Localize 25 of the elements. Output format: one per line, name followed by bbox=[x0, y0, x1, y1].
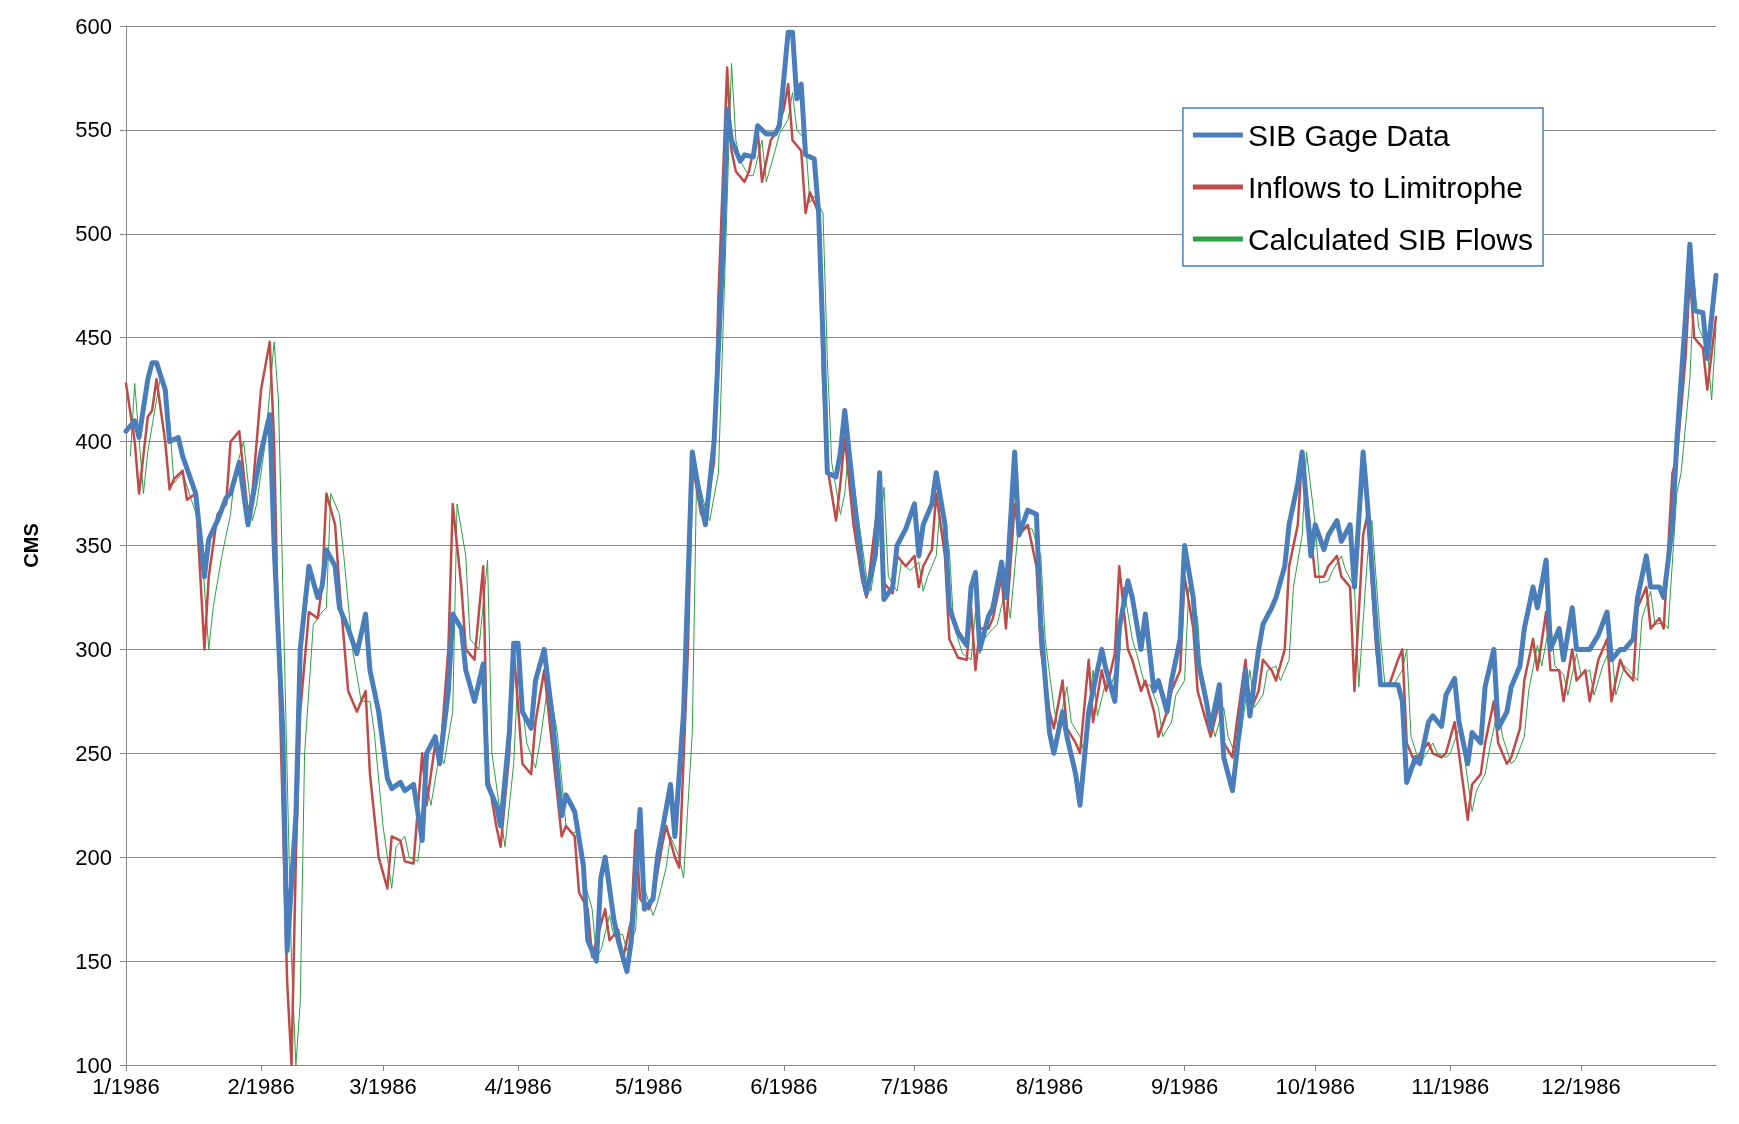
legend-label: Inflows to Limitrophe bbox=[1247, 170, 1524, 204]
y-axis-title: CMS bbox=[20, 523, 42, 568]
x-tick-label: 3/1986 bbox=[349, 1073, 417, 1099]
x-tick-label: 8/1986 bbox=[1015, 1073, 1084, 1099]
y-tick-label: 550 bbox=[75, 117, 112, 143]
y-tick-label: 200 bbox=[75, 844, 112, 870]
y-tick-label: 400 bbox=[75, 429, 112, 455]
x-tick-label: 7/1986 bbox=[880, 1073, 949, 1099]
y-tick-label: 250 bbox=[75, 740, 112, 766]
x-tick-label: 10/1986 bbox=[1275, 1073, 1355, 1099]
y-tick-label: 600 bbox=[75, 13, 112, 39]
y-tick-label: 150 bbox=[75, 948, 112, 974]
x-tick-label: 2/1986 bbox=[227, 1073, 295, 1099]
x-tick-label: 11/1986 bbox=[1411, 1073, 1490, 1099]
y-tick-label: 500 bbox=[75, 221, 112, 247]
x-tick-label: 9/1986 bbox=[1150, 1073, 1219, 1099]
y-tick-label: 450 bbox=[75, 325, 112, 351]
x-tick-label: 5/1986 bbox=[615, 1073, 683, 1099]
x-tick-label: 6/1986 bbox=[750, 1073, 818, 1099]
y-tick-label: 300 bbox=[75, 636, 112, 662]
y-tick-label: 350 bbox=[75, 533, 112, 558]
x-tick-label: 4/1986 bbox=[484, 1073, 552, 1099]
legend-label: SIB Gage Data bbox=[1247, 118, 1450, 152]
legend-label: Calculated SIB Flows bbox=[1247, 222, 1534, 256]
x-tick-label: 12/1986 bbox=[1541, 1073, 1621, 1099]
